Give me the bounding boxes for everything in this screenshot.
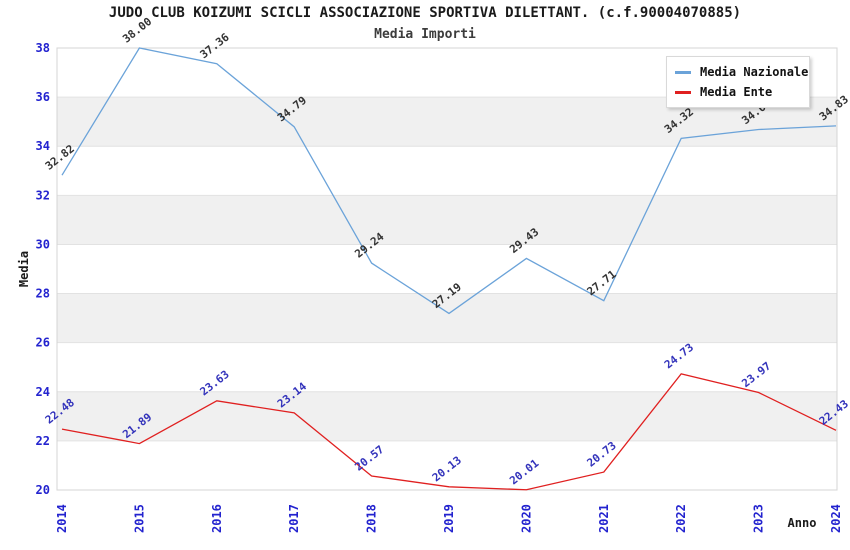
- x-tick-label: 2017: [287, 504, 301, 533]
- plot-border: [56, 47, 838, 491]
- y-tick-label: 34: [36, 139, 50, 153]
- y-tick-label: 22: [36, 434, 50, 448]
- x-tick-label: 2018: [365, 504, 379, 533]
- y-tick-label: 26: [36, 336, 50, 350]
- x-tick-label: 2024: [829, 504, 843, 533]
- y-tick-label: 20: [36, 483, 50, 497]
- legend: Media Nazionale Media Ente: [666, 56, 810, 108]
- plot-band: [57, 293, 837, 343]
- x-tick-label: 2019: [442, 504, 456, 533]
- plot-band: [57, 342, 837, 392]
- legend-item-media-nazionale: Media Nazionale: [675, 62, 808, 82]
- legend-item-media-ente: Media Ente: [675, 82, 801, 102]
- plot-band: [57, 146, 837, 196]
- y-tick-label: 24: [36, 385, 50, 399]
- x-tick-label: 2023: [752, 504, 766, 533]
- legend-label: Media Nazionale: [700, 65, 809, 79]
- x-tick-label: 2015: [132, 504, 146, 533]
- y-tick-label: 38: [36, 41, 50, 55]
- x-tick-label: 2016: [210, 504, 224, 533]
- y-axis-title: Media: [17, 251, 31, 287]
- plot-band: [57, 440, 837, 490]
- y-tick-label: 30: [36, 237, 50, 251]
- data-label-media-nazionale: 38.00: [120, 15, 154, 46]
- x-tick-label: 2022: [674, 504, 688, 533]
- x-tick-label: 2021: [597, 504, 611, 533]
- series-line-media-nazionale: [61, 47, 837, 315]
- plot-band: [57, 244, 837, 294]
- y-tick-label: 28: [36, 287, 50, 301]
- chart-subtitle: Media Importi: [374, 27, 476, 42]
- series-line-media-ente: [61, 373, 837, 491]
- plot-band: [57, 195, 837, 245]
- x-axis-title: Anno: [788, 516, 817, 530]
- chart-title: JUDO CLUB KOIZUMI SCICLI ASSOCIAZIONE SP…: [108, 5, 742, 21]
- legend-label: Media Ente: [700, 85, 773, 99]
- line-swatch-icon: [675, 90, 691, 94]
- plot-band: [57, 391, 837, 441]
- x-tick-label: 2020: [519, 504, 533, 533]
- y-tick-label: 32: [36, 188, 50, 202]
- y-tick-label: 36: [36, 90, 50, 104]
- x-tick-label: 2014: [55, 504, 69, 533]
- line-swatch-icon: [675, 70, 691, 74]
